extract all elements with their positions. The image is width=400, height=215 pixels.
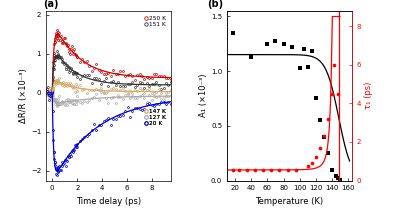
Point <box>316 146 323 149</box>
Point <box>272 40 279 43</box>
Point <box>308 50 315 53</box>
Point <box>320 135 327 138</box>
Point <box>268 168 275 172</box>
Point <box>325 117 331 121</box>
Point <box>300 47 307 51</box>
Point <box>308 161 315 165</box>
Point <box>236 168 242 172</box>
Point <box>320 135 327 138</box>
X-axis label: Temperature (K): Temperature (K) <box>256 197 324 206</box>
Point <box>337 178 343 181</box>
Point <box>276 168 283 172</box>
Point <box>280 42 287 45</box>
Y-axis label: ΔR/R (×10⁻³): ΔR/R (×10⁻³) <box>19 68 28 123</box>
Point <box>335 92 342 95</box>
Point <box>316 119 323 122</box>
Legend: 147 K, 127 K, 20 K: 147 K, 127 K, 20 K <box>144 109 167 127</box>
Point <box>333 175 339 178</box>
Point <box>230 31 236 34</box>
Point <box>304 65 311 68</box>
Point <box>312 97 319 100</box>
Point <box>329 92 335 95</box>
Point <box>292 168 299 172</box>
Y-axis label: τ₁ (ps): τ₁ (ps) <box>364 82 373 109</box>
Point <box>252 168 258 172</box>
X-axis label: Time delay (ps): Time delay (ps) <box>76 197 141 206</box>
Point <box>335 177 342 180</box>
Point <box>296 66 303 69</box>
Point <box>264 42 270 45</box>
Point <box>248 55 254 58</box>
Point <box>312 156 319 159</box>
Y-axis label: A₁ (×10⁻³): A₁ (×10⁻³) <box>199 74 208 117</box>
Point <box>244 168 250 172</box>
Point <box>304 164 311 168</box>
Point <box>325 152 331 155</box>
Point <box>288 45 295 49</box>
Point <box>230 168 236 172</box>
Point <box>329 168 335 171</box>
Text: (b): (b) <box>207 0 223 9</box>
Point <box>284 168 291 172</box>
Point <box>260 168 266 172</box>
Text: (a): (a) <box>44 0 59 9</box>
Point <box>331 63 338 66</box>
